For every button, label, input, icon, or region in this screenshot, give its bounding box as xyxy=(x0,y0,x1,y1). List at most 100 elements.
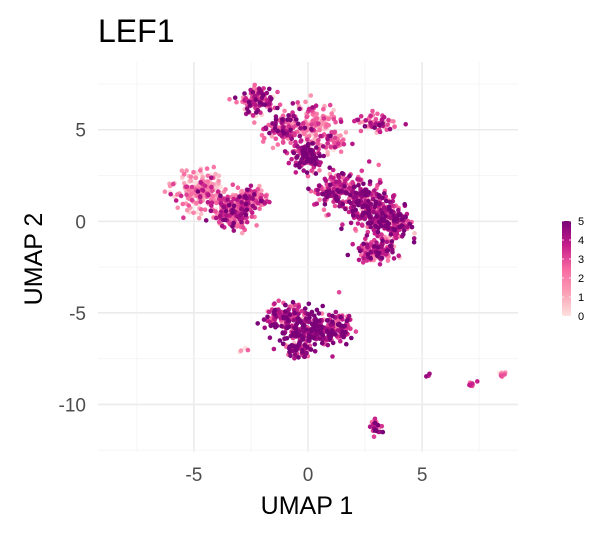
data-point xyxy=(296,304,302,310)
data-point xyxy=(222,217,228,223)
data-point xyxy=(223,187,228,192)
data-point xyxy=(205,179,211,184)
data-point xyxy=(184,184,190,189)
data-point xyxy=(351,213,356,218)
data-point xyxy=(411,239,417,245)
data-point xyxy=(315,191,321,197)
data-point xyxy=(329,111,335,116)
data-point xyxy=(330,167,336,173)
y-tick-label: -10 xyxy=(59,395,86,416)
data-point xyxy=(353,329,359,334)
data-point xyxy=(196,215,202,221)
data-point xyxy=(324,318,330,323)
legend-tick-label: 1 xyxy=(578,292,584,304)
data-point xyxy=(360,260,366,265)
data-point xyxy=(321,106,326,112)
data-point xyxy=(309,321,315,327)
data-point xyxy=(280,331,286,336)
data-point xyxy=(284,336,290,341)
data-point xyxy=(198,180,204,185)
data-point xyxy=(184,168,189,173)
data-point xyxy=(297,165,302,170)
data-point xyxy=(231,203,237,209)
data-point xyxy=(263,125,268,130)
data-point xyxy=(339,226,344,232)
data-point xyxy=(276,298,282,304)
data-point xyxy=(284,315,289,320)
data-point xyxy=(295,100,301,105)
data-point xyxy=(298,333,304,338)
data-point xyxy=(310,141,315,146)
data-point xyxy=(189,184,195,190)
data-point xyxy=(379,232,384,237)
data-point xyxy=(301,145,306,150)
data-point xyxy=(234,224,240,229)
data-point xyxy=(355,117,361,123)
y-tick-label: 5 xyxy=(75,121,86,142)
data-point xyxy=(403,122,409,127)
data-point xyxy=(309,309,315,315)
data-point xyxy=(289,156,294,162)
data-point xyxy=(392,124,397,130)
data-point xyxy=(312,156,318,162)
data-point xyxy=(372,416,378,422)
data-point xyxy=(203,218,209,223)
data-point xyxy=(296,355,301,360)
data-point xyxy=(316,121,321,126)
data-point xyxy=(319,331,324,337)
legend-tick-label: 2 xyxy=(578,273,584,285)
gridlines xyxy=(98,62,518,452)
data-point xyxy=(403,214,409,220)
data-point xyxy=(200,187,205,193)
data-point xyxy=(313,171,319,176)
data-point xyxy=(376,162,382,168)
data-point xyxy=(367,179,373,184)
data-point xyxy=(386,204,392,209)
data-point xyxy=(310,105,315,110)
data-point xyxy=(328,182,333,188)
data-point xyxy=(396,213,402,218)
data-point xyxy=(198,168,203,173)
data-point xyxy=(371,244,377,249)
data-point xyxy=(313,332,319,337)
data-point xyxy=(377,262,383,267)
data-point xyxy=(309,168,314,173)
data-point xyxy=(270,145,276,151)
data-point xyxy=(313,316,319,322)
data-point xyxy=(401,228,407,233)
data-point xyxy=(305,311,311,317)
data-point xyxy=(257,206,262,212)
data-point xyxy=(379,117,385,122)
data-point xyxy=(198,199,203,205)
data-point xyxy=(331,175,336,181)
data-point xyxy=(366,159,372,164)
data-point xyxy=(475,379,480,384)
data-point xyxy=(368,120,373,125)
data-point xyxy=(175,192,180,197)
color-legend-bar xyxy=(562,221,571,316)
data-point xyxy=(331,130,337,135)
data-point xyxy=(312,342,318,347)
data-point xyxy=(330,313,335,319)
data-point xyxy=(343,130,349,135)
data-point xyxy=(389,239,395,244)
data-point xyxy=(373,117,379,122)
data-point xyxy=(298,126,303,131)
data-point xyxy=(296,311,301,317)
data-point xyxy=(368,224,374,230)
data-point xyxy=(287,312,293,318)
data-point xyxy=(297,106,302,112)
data-point xyxy=(391,213,397,219)
data-point xyxy=(252,120,257,125)
data-point xyxy=(175,205,180,211)
data-point xyxy=(324,122,330,127)
data-point xyxy=(404,224,410,230)
data-point xyxy=(304,327,309,332)
data-point xyxy=(336,141,341,147)
data-point xyxy=(357,248,363,254)
x-tick-label: -5 xyxy=(185,465,202,486)
data-point xyxy=(355,214,361,219)
data-point xyxy=(320,120,326,125)
data-point xyxy=(334,196,339,202)
